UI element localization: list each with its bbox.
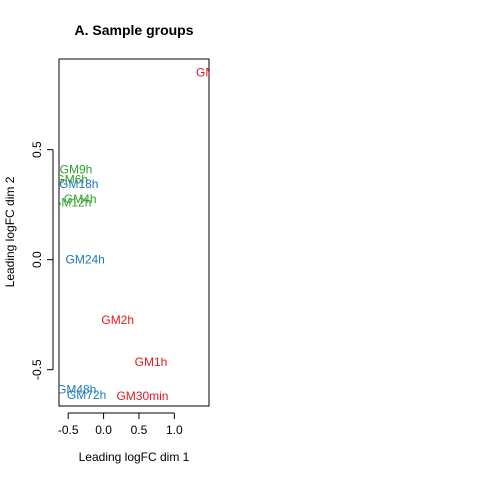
y-tick-label: -0.5 bbox=[30, 359, 44, 380]
point-label: GM12h bbox=[52, 195, 91, 209]
y-tick-label: 0.0 bbox=[30, 251, 44, 268]
point-label: GM6h bbox=[55, 172, 88, 186]
point-label: GM1h bbox=[135, 355, 168, 369]
x-tick-label: 1.0 bbox=[166, 423, 183, 437]
x-tick-label: 0.0 bbox=[95, 423, 112, 437]
x-tick-label: 0.5 bbox=[131, 423, 148, 437]
point-label: GM30min bbox=[116, 389, 168, 403]
plot-frame bbox=[58, 58, 210, 407]
point-label: GM24h bbox=[65, 253, 104, 267]
x-axis-label: Leading logFC dim 1 bbox=[79, 450, 190, 464]
y-tick-label: 0.5 bbox=[30, 141, 44, 158]
point-label: GM2h bbox=[101, 313, 134, 327]
point-label: GM9h bbox=[60, 162, 93, 176]
point-label: GM48h bbox=[57, 382, 96, 396]
y-axis-label: Leading logFC dim 2 bbox=[3, 176, 17, 287]
point-label: GM18h bbox=[59, 177, 98, 191]
point-label: GM0 bbox=[196, 66, 222, 80]
y-axis: -0.5 0.0 0.5 bbox=[30, 141, 54, 380]
x-tick-label: -0.5 bbox=[58, 423, 79, 437]
chart-title: A. Sample groups bbox=[74, 22, 193, 38]
x-axis: -0.5 0.0 0.5 1.0 bbox=[58, 412, 183, 437]
point-label: GM72h bbox=[67, 388, 106, 402]
point-label: GM4h bbox=[64, 192, 97, 206]
